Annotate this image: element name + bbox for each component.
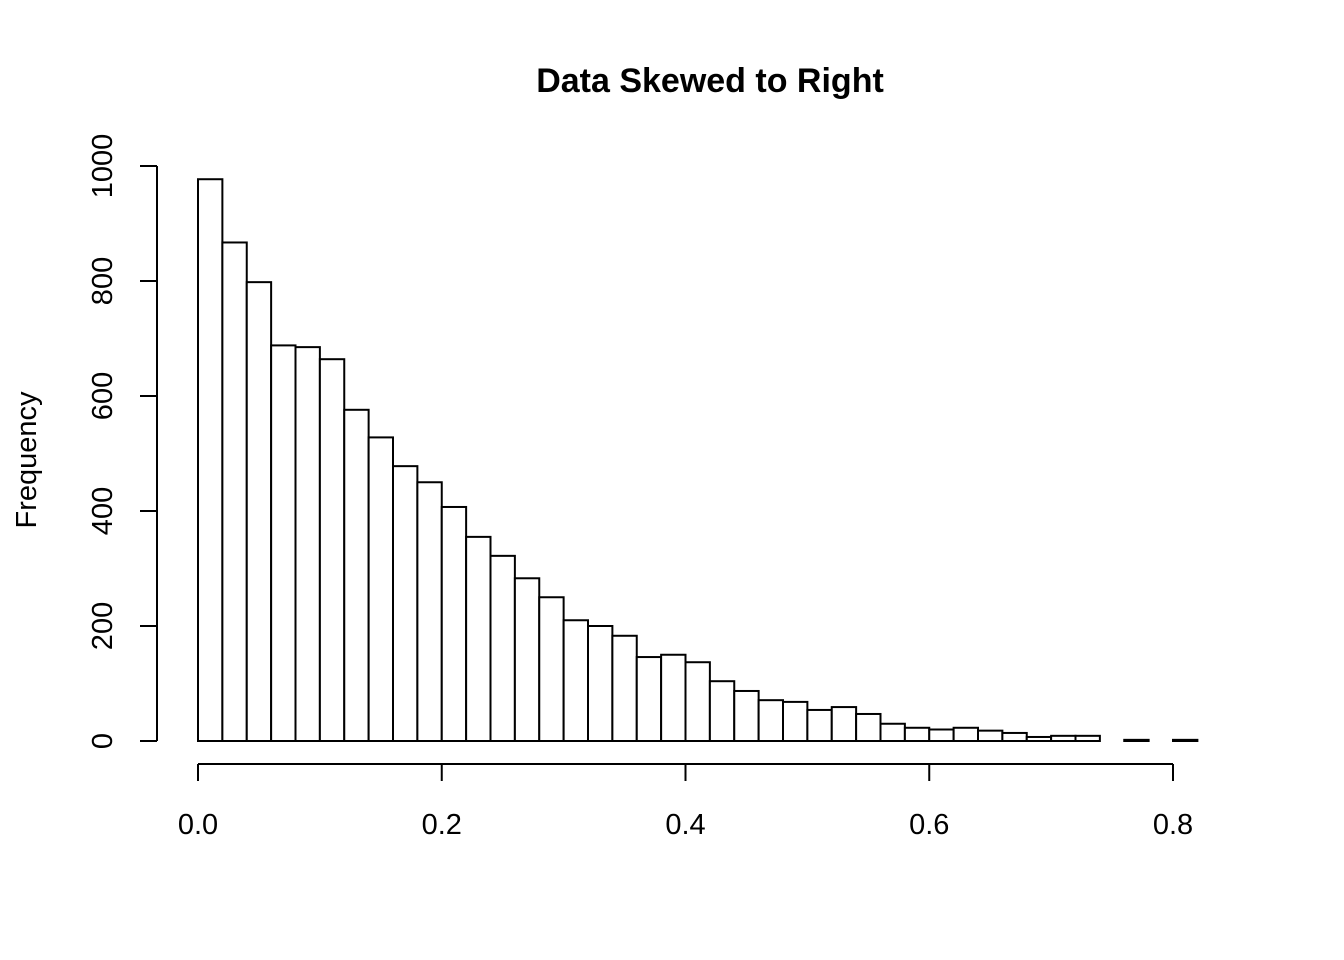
- histogram-bar: [392, 465, 419, 742]
- histogram-bar: [879, 722, 906, 742]
- histogram-bar: [855, 712, 882, 742]
- histogram-bar: [782, 700, 809, 743]
- x-tick-label: 0.2: [422, 809, 462, 841]
- histogram-bar: [416, 481, 443, 742]
- y-tick-label: 0: [87, 733, 119, 749]
- histogram-bar: [903, 726, 931, 743]
- x-tick-label: 0.8: [1153, 809, 1193, 841]
- histogram-bar: [197, 178, 224, 743]
- y-axis-label: Frequency: [11, 391, 43, 529]
- histogram-bar: [538, 596, 565, 742]
- histogram-bar: [1050, 734, 1077, 743]
- histogram-bar: [440, 505, 468, 742]
- histogram-bar: [465, 535, 492, 742]
- histogram-bar: [221, 241, 248, 742]
- histogram-bar: [245, 281, 273, 742]
- y-tick-label: 800: [87, 257, 119, 305]
- y-tick-label: 400: [87, 487, 119, 535]
- histogram-bar: [830, 706, 858, 743]
- histogram-bar: [562, 619, 589, 742]
- histogram-bar: [757, 699, 784, 742]
- histogram-bar: [1172, 738, 1199, 742]
- histogram-bar: [952, 726, 979, 743]
- histogram-bar: [806, 708, 833, 743]
- histogram-bar: [270, 344, 297, 742]
- histogram-bar: [977, 729, 1004, 743]
- histogram-bar: [635, 656, 663, 742]
- y-tick-label: 600: [87, 372, 119, 420]
- histogram-bar: [660, 653, 687, 742]
- histogram-bar: [1025, 735, 1053, 742]
- histogram-bar: [294, 346, 321, 742]
- histogram-bar: [733, 689, 760, 742]
- histogram-bar: [684, 661, 711, 742]
- histogram-bar: [318, 358, 346, 742]
- x-tick-label: 0.6: [909, 809, 949, 841]
- histogram-bar: [611, 634, 638, 743]
- y-tick-label: 1000: [87, 134, 119, 199]
- bars: [197, 178, 1199, 743]
- histogram-bar: [587, 625, 614, 742]
- y-tick-label: 200: [87, 602, 119, 650]
- x-axis: 0.0 0.2 0.4 0.6 0.8: [178, 763, 1193, 841]
- histogram-bar: [1001, 731, 1028, 743]
- histogram-bar: [1123, 738, 1150, 742]
- histogram-bar: [928, 728, 955, 742]
- histogram-bar: [343, 408, 370, 742]
- histogram-bar: [708, 680, 736, 743]
- histogram-bar: [1074, 734, 1101, 743]
- y-axis: 0 200 400 600 800 1000: [87, 134, 158, 749]
- histogram-bar: [513, 577, 541, 743]
- chart-title: Data Skewed to Right: [536, 62, 884, 100]
- histogram-bar: [489, 554, 516, 742]
- histogram-bar: [367, 436, 394, 742]
- x-tick-label: 0.0: [178, 809, 218, 841]
- x-tick-label: 0.4: [665, 809, 705, 841]
